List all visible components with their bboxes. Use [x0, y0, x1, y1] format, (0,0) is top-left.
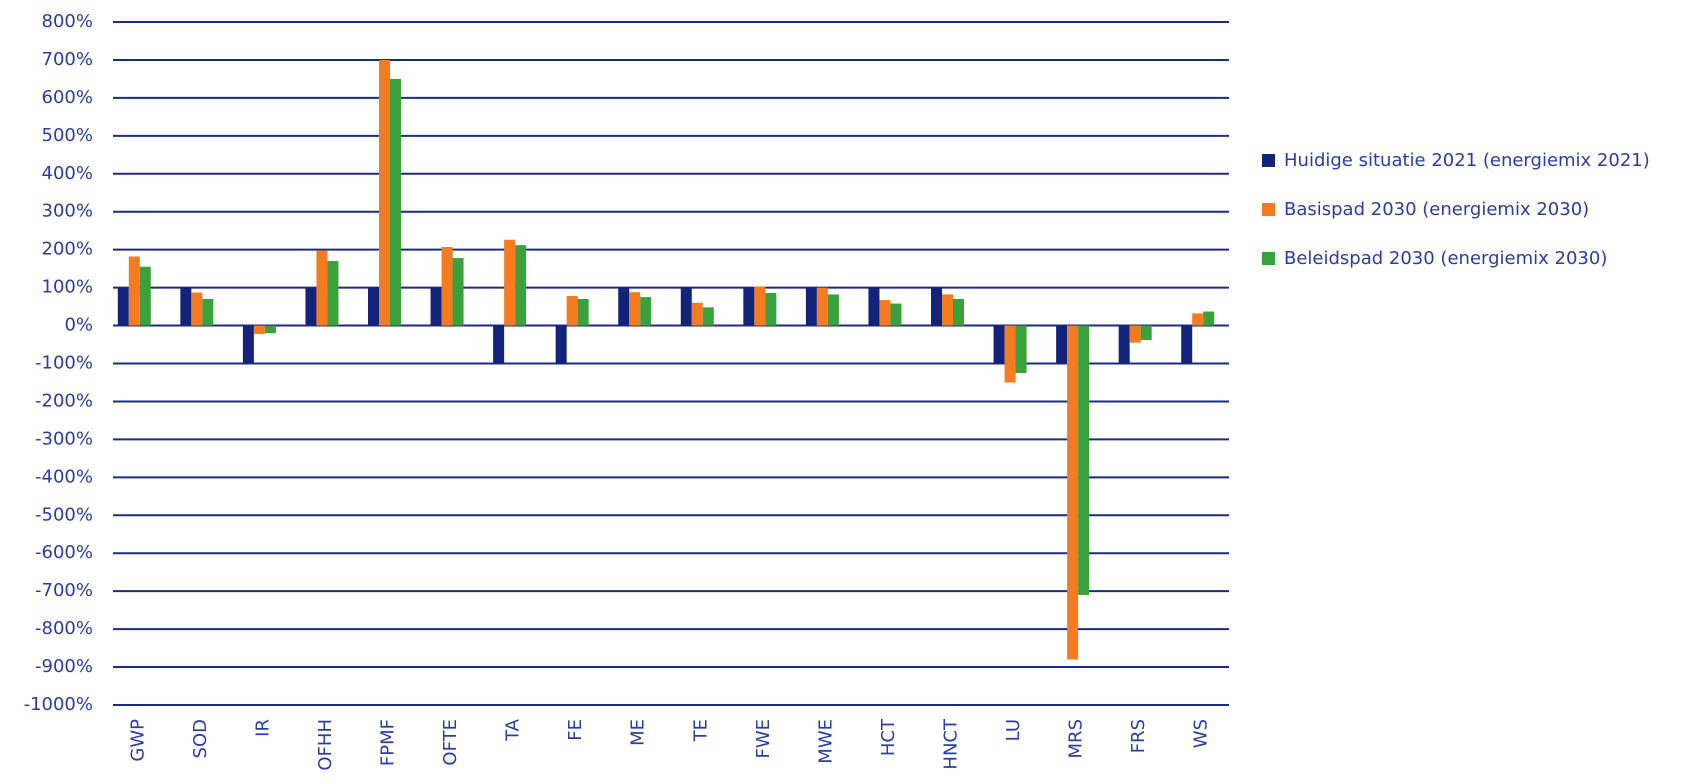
legend-swatch — [1262, 252, 1275, 265]
bar — [1192, 313, 1204, 326]
bar — [993, 325, 1005, 364]
x-tick-label: FRS — [1128, 719, 1149, 753]
y-tick-label: -200% — [35, 390, 93, 411]
bar — [805, 287, 817, 326]
bar — [890, 303, 902, 326]
x-tick-label: HNCT — [941, 718, 962, 770]
bar — [1067, 325, 1079, 660]
x-tick-label: OFTE — [440, 719, 461, 766]
y-tick-label: -100% — [35, 353, 93, 374]
bar — [128, 256, 140, 326]
x-tick-label: WS — [1191, 719, 1212, 748]
bar — [618, 287, 630, 326]
y-tick-label: 500% — [42, 125, 93, 146]
bar — [629, 292, 641, 326]
x-tick-label: TE — [690, 719, 711, 742]
bar — [441, 247, 453, 326]
x-tick-label: ME — [628, 719, 649, 746]
bar — [1140, 325, 1152, 340]
bar — [202, 298, 214, 326]
y-tick-label: 400% — [42, 163, 93, 184]
bar — [379, 59, 390, 326]
bar — [953, 298, 964, 326]
bar — [691, 302, 703, 326]
y-tick-label: -700% — [35, 580, 93, 601]
x-tick-label: FWE — [753, 719, 774, 759]
x-tick-label: TA — [503, 718, 524, 742]
bar — [390, 78, 401, 326]
bar — [1004, 325, 1016, 383]
x-tick-label: FE — [565, 719, 586, 741]
bar — [515, 245, 527, 326]
bar — [1056, 325, 1068, 364]
bar — [942, 294, 953, 326]
bar — [264, 325, 276, 334]
x-tick-label: OFHH — [315, 719, 336, 771]
bar — [117, 287, 129, 326]
bar — [680, 287, 692, 326]
legend-label: Huidige situatie 2021 (energiemix 2021) — [1284, 150, 1650, 171]
bar — [493, 325, 505, 364]
bar — [566, 295, 578, 326]
x-tick-label: LU — [1003, 719, 1024, 741]
bar — [191, 292, 203, 326]
bar — [702, 307, 714, 326]
x-tick-label: IR — [252, 719, 273, 737]
y-tick-label: 200% — [42, 239, 93, 260]
bar — [765, 292, 777, 326]
bar — [816, 287, 828, 326]
x-tick-label: HCT — [878, 718, 899, 756]
x-tick-label: GWP — [127, 719, 148, 762]
bar — [242, 325, 254, 364]
legend-swatch — [1262, 203, 1275, 216]
y-tick-label: -600% — [35, 542, 93, 563]
legend-swatch — [1262, 154, 1275, 167]
bar — [253, 325, 265, 334]
x-tick-label: FPMF — [378, 719, 399, 766]
y-tick-label: 700% — [42, 49, 93, 70]
y-tick-label: -1000% — [24, 694, 93, 715]
bar — [1129, 325, 1141, 343]
legend-label: Basispad 2030 (energiemix 2030) — [1284, 199, 1589, 220]
bar — [1181, 325, 1193, 364]
x-tick-label: MWE — [815, 719, 836, 764]
y-tick-label: 800% — [42, 11, 93, 32]
bar — [452, 258, 464, 326]
y-tick-label: 100% — [42, 277, 93, 298]
bar — [504, 239, 516, 326]
bar — [577, 298, 589, 326]
bar — [640, 297, 652, 326]
y-tick-label: -400% — [35, 466, 93, 487]
y-tick-label: -500% — [35, 504, 93, 525]
bar — [555, 325, 567, 364]
y-tick-label: -300% — [35, 428, 93, 449]
y-tick-label: 0% — [64, 315, 93, 336]
bar — [1078, 325, 1090, 595]
bar — [305, 287, 317, 326]
bar — [743, 287, 755, 326]
x-tick-label: MRS — [1066, 719, 1087, 758]
bar — [180, 287, 192, 326]
legend-label: Beleidspad 2030 (energiemix 2030) — [1284, 248, 1607, 269]
bar — [1118, 325, 1130, 364]
bar — [868, 287, 880, 326]
bar — [139, 266, 151, 326]
bar — [368, 287, 379, 326]
bar — [1015, 325, 1027, 373]
y-tick-label: -800% — [35, 618, 93, 639]
bar — [430, 287, 442, 326]
bar — [1203, 311, 1215, 326]
bar — [931, 287, 942, 326]
x-tick-label: SOD — [190, 719, 211, 758]
bar — [316, 250, 328, 326]
bar — [754, 286, 766, 326]
bar — [827, 294, 839, 326]
bar — [327, 261, 339, 326]
y-tick-label: 300% — [42, 201, 93, 222]
y-tick-label: 600% — [42, 87, 93, 108]
y-tick-label: -900% — [35, 656, 93, 677]
bar — [879, 300, 891, 326]
